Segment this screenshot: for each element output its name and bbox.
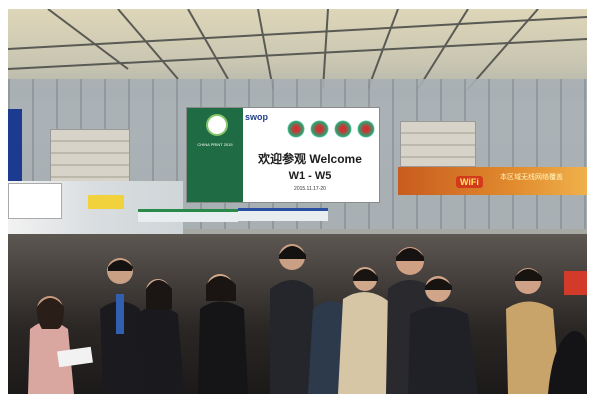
air-handling-unit: [50, 129, 130, 191]
red-display: [564, 271, 587, 295]
logo-icon: [333, 120, 352, 138]
logo-icon: [310, 120, 329, 138]
exhibition-photo: CHINA PRINT 2015 swop 欢迎参观 Welcome W1 - …: [8, 9, 587, 394]
welcome-sign: CHINA PRINT 2015 swop 欢迎参观 Welcome W1 - …: [186, 107, 380, 203]
person: [198, 274, 248, 394]
partner-logos: [287, 120, 375, 138]
sign-green-panel: CHINA PRINT 2015: [187, 108, 243, 202]
person: [28, 296, 93, 394]
person: [408, 276, 478, 394]
person: [270, 244, 316, 394]
person: [548, 331, 587, 394]
hall-range-text: W1 - W5: [288, 170, 332, 182]
truss-lines: [8, 9, 587, 90]
booth-sign: [8, 183, 62, 219]
booth-sign: [238, 208, 328, 221]
green-panel-text: CHINA PRINT 2015: [197, 142, 233, 147]
booth-sign: [88, 195, 124, 209]
wifi-badge: WiFi: [456, 176, 483, 188]
welcome-text: 欢迎参观 Welcome: [258, 152, 362, 166]
wifi-caption: 本区域无线网络覆盖: [500, 174, 563, 181]
person: [506, 268, 560, 394]
people-layer: [28, 244, 587, 394]
event-date: 2015.11.17-20: [294, 186, 326, 192]
brand-logo-text: swop: [245, 112, 269, 122]
logo-icon: [206, 114, 228, 136]
person: [308, 267, 393, 394]
blue-banner: [8, 109, 22, 189]
air-handling-unit: [400, 121, 476, 167]
person: [136, 279, 184, 394]
logo-icon: [356, 120, 375, 138]
booth-sign: [138, 209, 238, 222]
wifi-banner: [398, 167, 587, 195]
logo-icon: [287, 120, 306, 138]
person: [100, 258, 140, 394]
